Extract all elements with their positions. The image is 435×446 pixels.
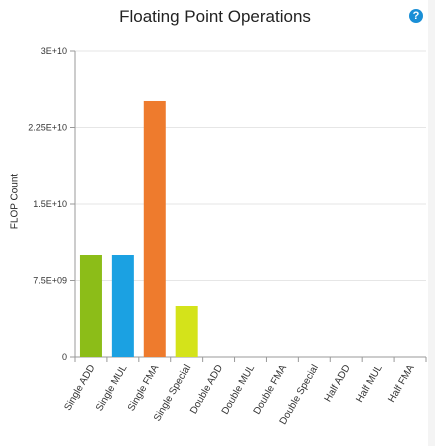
y-tick-label: 3E+10: [41, 46, 67, 56]
bar[interactable]: [111, 255, 134, 357]
bar[interactable]: [79, 255, 102, 357]
x-tick-label: Single MUL: [94, 363, 130, 414]
x-tick-label: Half ADD: [323, 363, 353, 404]
y-axis-ticks: 0 7.5E+09 1.5E+10 2.25E+10 3E+10: [28, 46, 75, 362]
bar[interactable]: [143, 100, 166, 357]
x-tick-label: Double ADD: [188, 363, 225, 416]
y-tick-label: 2.25E+10: [28, 123, 67, 133]
x-tick-label: Half MUL: [354, 363, 385, 405]
x-tick-label: Double MUL: [220, 363, 258, 417]
chart-title: Floating Point Operations: [119, 7, 311, 26]
y-tick-label: 7.5E+09: [33, 276, 67, 286]
scrollbar-track[interactable]: [428, 0, 435, 446]
y-tick-label: 0: [62, 352, 67, 362]
bar[interactable]: [175, 306, 198, 357]
bars: [79, 100, 198, 357]
x-tick-label: Half FMA: [386, 363, 417, 405]
help-icon[interactable]: ?: [409, 9, 423, 23]
x-tick-label: Single FMA: [126, 363, 162, 414]
gridlines: [75, 50, 426, 281]
x-tick-label: Single ADD: [62, 363, 97, 413]
x-tick-label: Double FMA: [252, 363, 289, 417]
y-tick-label: 1.5E+10: [33, 199, 67, 209]
